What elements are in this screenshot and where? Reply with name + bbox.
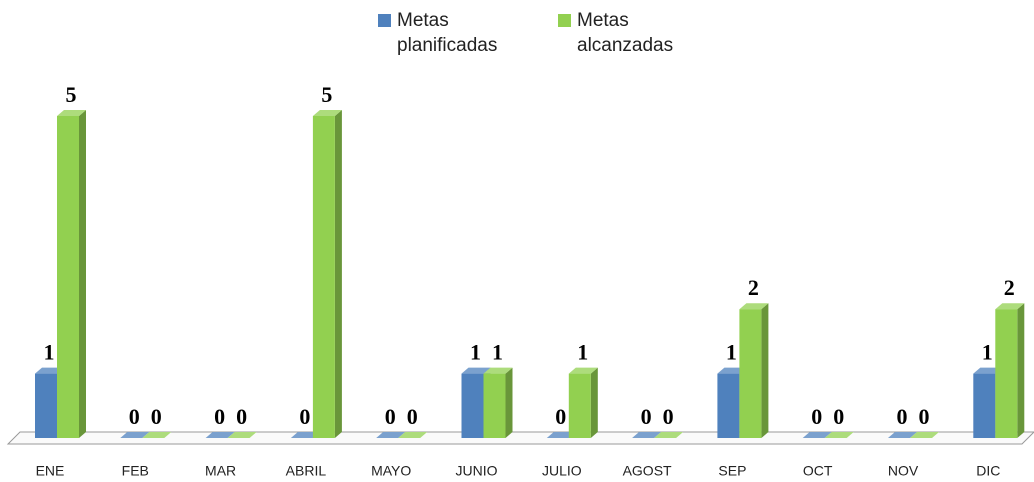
- bar-side: [334, 110, 342, 438]
- data-label: 0: [663, 404, 674, 429]
- bar-top: [312, 110, 342, 116]
- data-label: 0: [129, 404, 140, 429]
- bar: [57, 116, 79, 438]
- bar-top: [290, 432, 320, 438]
- x-tick-label: MAR: [205, 463, 236, 479]
- bar-top: [120, 432, 150, 438]
- bar-top: [227, 432, 257, 438]
- x-tick-label: JUNIO: [456, 463, 498, 479]
- bar-top: [483, 367, 513, 374]
- bar-top: [717, 367, 747, 374]
- bar-side: [590, 367, 598, 438]
- bar-top: [546, 432, 576, 438]
- bar-top: [461, 367, 491, 374]
- bar-top: [568, 367, 598, 374]
- bar-top: [973, 367, 1003, 374]
- floor: [6, 431, 1034, 445]
- bar-side: [505, 367, 513, 438]
- data-label: 1: [44, 340, 55, 365]
- data-label: 0: [299, 404, 310, 429]
- bar-top: [632, 432, 662, 438]
- x-tick-label: FEB: [122, 463, 149, 479]
- bar-side: [1017, 303, 1025, 438]
- data-label: 0: [919, 404, 930, 429]
- data-label: 0: [897, 404, 908, 429]
- data-label: 5: [66, 82, 77, 107]
- data-label: 0: [555, 404, 566, 429]
- x-tick-label: DIC: [976, 463, 1000, 479]
- bar-top: [205, 432, 235, 438]
- bar: [461, 373, 484, 438]
- bar-top: [910, 432, 939, 438]
- bar: [35, 373, 57, 438]
- bar: [483, 373, 506, 438]
- legend-label: Metas planificadas: [397, 10, 498, 56]
- data-label: 1: [982, 340, 993, 365]
- data-label: 5: [321, 82, 332, 107]
- bar: [312, 116, 335, 438]
- x-tick-label: ENE: [36, 463, 65, 479]
- bar-top: [142, 432, 172, 438]
- x-tick-label: NOV: [888, 463, 919, 479]
- legend-swatch: [558, 14, 571, 27]
- bar-top: [654, 432, 684, 438]
- legend-item: Metas planificadas: [378, 8, 527, 58]
- x-tick-label: ABRIL: [286, 463, 327, 479]
- legend-label: Metas alcanzadas: [577, 10, 674, 56]
- data-label: 1: [492, 340, 503, 365]
- bar-top: [376, 432, 406, 438]
- data-label: 0: [407, 404, 418, 429]
- legend-item: Metas alcanzadas: [558, 8, 707, 58]
- data-label: 0: [214, 404, 225, 429]
- bar: [973, 373, 996, 438]
- data-label: 0: [151, 404, 162, 429]
- bar-side: [79, 110, 86, 438]
- bar-top: [739, 303, 769, 310]
- data-label: 1: [470, 340, 481, 365]
- data-label: 0: [833, 404, 844, 429]
- data-label: 2: [1004, 275, 1015, 300]
- bar-top: [57, 110, 86, 116]
- data-label: 2: [748, 275, 759, 300]
- legend-swatch: [378, 14, 391, 27]
- bar-top: [888, 432, 917, 438]
- bar: [568, 373, 591, 438]
- data-label: 0: [385, 404, 396, 429]
- bar-side: [761, 303, 769, 438]
- data-label: 0: [811, 404, 822, 429]
- x-tick-label: JULIO: [542, 463, 582, 479]
- bar-top: [802, 432, 832, 438]
- bar-top: [824, 432, 854, 438]
- x-tick-label: SEP: [718, 463, 746, 479]
- x-tick-label: OCT: [803, 463, 833, 479]
- bar: [995, 309, 1018, 438]
- data-label: 1: [577, 340, 588, 365]
- bar: [739, 309, 762, 438]
- x-tick-label: MAYO: [371, 463, 411, 479]
- data-label: 1: [726, 340, 737, 365]
- x-tick-label: AGOST: [623, 463, 672, 479]
- bar-top: [995, 303, 1025, 310]
- bar-top: [398, 432, 428, 438]
- bar: [717, 373, 740, 438]
- bar-top: [35, 367, 64, 374]
- data-label: 0: [236, 404, 247, 429]
- data-label: 0: [641, 404, 652, 429]
